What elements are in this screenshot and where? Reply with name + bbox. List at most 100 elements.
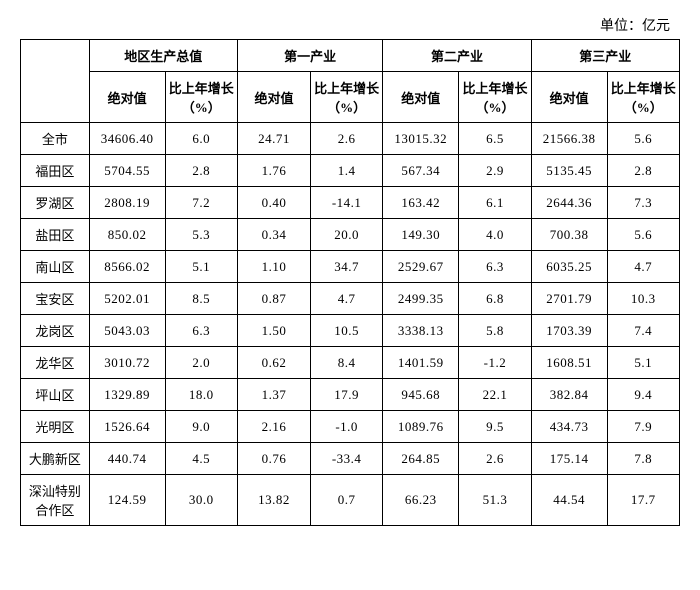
- growth-cell: 5.6: [607, 219, 679, 251]
- growth-cell: 4.7: [310, 283, 382, 315]
- growth-cell: 8.5: [165, 283, 237, 315]
- value-cell: 434.73: [531, 411, 607, 443]
- value-cell: 8566.02: [89, 251, 165, 283]
- header-sub-20: 绝对值: [383, 72, 459, 123]
- row-label: 宝安区: [21, 283, 90, 315]
- growth-cell: 10.3: [607, 283, 679, 315]
- header-sub-00: 绝对值: [89, 72, 165, 123]
- value-cell: 1703.39: [531, 315, 607, 347]
- growth-cell: 34.7: [310, 251, 382, 283]
- value-cell: 264.85: [383, 443, 459, 475]
- growth-cell: 17.9: [310, 379, 382, 411]
- value-cell: 850.02: [89, 219, 165, 251]
- table-row: 光明区1526.649.02.16-1.01089.769.5434.737.9: [21, 411, 680, 443]
- value-cell: 0.76: [237, 443, 310, 475]
- value-cell: 5202.01: [89, 283, 165, 315]
- growth-cell: -14.1: [310, 187, 382, 219]
- value-cell: 163.42: [383, 187, 459, 219]
- growth-cell: 7.9: [607, 411, 679, 443]
- growth-cell: 7.4: [607, 315, 679, 347]
- header-blank: [21, 40, 90, 123]
- table-row: 福田区5704.552.81.761.4567.342.95135.452.8: [21, 155, 680, 187]
- value-cell: 945.68: [383, 379, 459, 411]
- header-sub-31: 比上年增长（%）: [607, 72, 679, 123]
- value-cell: 34606.40: [89, 123, 165, 155]
- header-row-2: 绝对值 比上年增长（%） 绝对值 比上年增长（%） 绝对值 比上年增长（%） 绝…: [21, 72, 680, 123]
- growth-cell: 9.4: [607, 379, 679, 411]
- header-row-1: 地区生产总值 第一产业 第二产业 第三产业: [21, 40, 680, 72]
- growth-cell: -1.0: [310, 411, 382, 443]
- table-row: 宝安区5202.018.50.874.72499.356.82701.7910.…: [21, 283, 680, 315]
- row-label: 罗湖区: [21, 187, 90, 219]
- value-cell: 1329.89: [89, 379, 165, 411]
- value-cell: 1.76: [237, 155, 310, 187]
- table-row: 全市34606.406.024.712.613015.326.521566.38…: [21, 123, 680, 155]
- value-cell: 5135.45: [531, 155, 607, 187]
- table-row: 盐田区850.025.30.3420.0149.304.0700.385.6: [21, 219, 680, 251]
- growth-cell: 6.3: [459, 251, 531, 283]
- value-cell: 66.23: [383, 475, 459, 526]
- value-cell: 382.84: [531, 379, 607, 411]
- value-cell: 1.10: [237, 251, 310, 283]
- value-cell: 5704.55: [89, 155, 165, 187]
- row-label: 福田区: [21, 155, 90, 187]
- value-cell: 2529.67: [383, 251, 459, 283]
- growth-cell: 5.1: [165, 251, 237, 283]
- value-cell: 44.54: [531, 475, 607, 526]
- unit-label: 单位：亿元: [20, 15, 680, 35]
- value-cell: 149.30: [383, 219, 459, 251]
- growth-cell: 9.0: [165, 411, 237, 443]
- row-label: 大鹏新区: [21, 443, 90, 475]
- value-cell: 1526.64: [89, 411, 165, 443]
- value-cell: 1.50: [237, 315, 310, 347]
- row-label: 盐田区: [21, 219, 90, 251]
- growth-cell: 20.0: [310, 219, 382, 251]
- growth-cell: 51.3: [459, 475, 531, 526]
- value-cell: 1.37: [237, 379, 310, 411]
- growth-cell: 2.8: [165, 155, 237, 187]
- growth-cell: 7.2: [165, 187, 237, 219]
- growth-cell: 5.6: [607, 123, 679, 155]
- growth-cell: 4.0: [459, 219, 531, 251]
- growth-cell: 18.0: [165, 379, 237, 411]
- value-cell: 0.34: [237, 219, 310, 251]
- header-group-1: 第一产业: [237, 40, 382, 72]
- value-cell: 175.14: [531, 443, 607, 475]
- growth-cell: 2.6: [459, 443, 531, 475]
- table-row: 龙华区3010.722.00.628.41401.59-1.21608.515.…: [21, 347, 680, 379]
- growth-cell: 5.1: [607, 347, 679, 379]
- value-cell: 2499.35: [383, 283, 459, 315]
- growth-cell: 2.8: [607, 155, 679, 187]
- growth-cell: 2.0: [165, 347, 237, 379]
- growth-cell: 4.7: [607, 251, 679, 283]
- table-row: 深汕特别合作区124.5930.013.820.766.2351.344.541…: [21, 475, 680, 526]
- value-cell: 2701.79: [531, 283, 607, 315]
- value-cell: 0.40: [237, 187, 310, 219]
- row-label: 南山区: [21, 251, 90, 283]
- header-sub-10: 绝对值: [237, 72, 310, 123]
- growth-cell: 6.1: [459, 187, 531, 219]
- value-cell: 13015.32: [383, 123, 459, 155]
- growth-cell: 5.3: [165, 219, 237, 251]
- row-label: 光明区: [21, 411, 90, 443]
- growth-cell: 2.6: [310, 123, 382, 155]
- growth-cell: -33.4: [310, 443, 382, 475]
- row-label: 深汕特别合作区: [21, 475, 90, 526]
- growth-cell: 10.5: [310, 315, 382, 347]
- value-cell: 1608.51: [531, 347, 607, 379]
- value-cell: 6035.25: [531, 251, 607, 283]
- value-cell: 2808.19: [89, 187, 165, 219]
- growth-cell: 6.5: [459, 123, 531, 155]
- growth-cell: 7.8: [607, 443, 679, 475]
- value-cell: 13.82: [237, 475, 310, 526]
- value-cell: 5043.03: [89, 315, 165, 347]
- value-cell: 3010.72: [89, 347, 165, 379]
- table-row: 南山区8566.025.11.1034.72529.676.36035.254.…: [21, 251, 680, 283]
- growth-cell: 6.0: [165, 123, 237, 155]
- growth-cell: 5.8: [459, 315, 531, 347]
- growth-cell: 22.1: [459, 379, 531, 411]
- growth-cell: 4.5: [165, 443, 237, 475]
- growth-cell: 6.8: [459, 283, 531, 315]
- value-cell: 24.71: [237, 123, 310, 155]
- growth-cell: 0.7: [310, 475, 382, 526]
